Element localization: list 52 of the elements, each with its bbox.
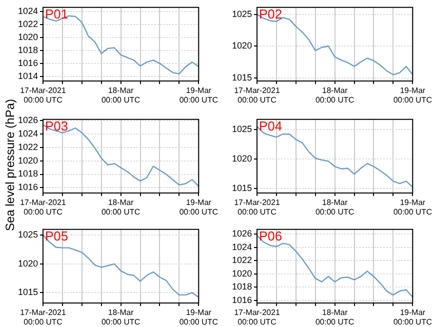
y-tick-label: 1015 [232, 72, 252, 82]
y-tick-label: 1022 [18, 142, 38, 152]
y-tick-label: 1020 [18, 155, 38, 166]
x-tick-label: 19-Mar 00:00 UTC [393, 86, 432, 105]
x-tick-label: 17-Mar-2021 00:00 UTC [20, 198, 66, 217]
annotation: P06 [259, 228, 282, 244]
y-tick-label: 1025 [18, 230, 38, 240]
x-tick-label: 19-Mar 00:00 UTC [179, 198, 218, 217]
y-tick-label: 1015 [232, 182, 252, 193]
x-tick-label: 18-Mar 00:00 UTC [315, 198, 354, 217]
y-tick-label: 1020 [18, 32, 38, 42]
annotation: P01 [45, 6, 68, 22]
y-tick-label: 1020 [232, 153, 252, 164]
x-tick-label: 17-Mar-2021 00:00 UTC [234, 198, 280, 217]
x-tick-label: 18-Mar 00:00 UTC [101, 308, 140, 327]
x-tick-label: 19-Mar 00:00 UTC [179, 308, 218, 327]
y-tick-label: 1014 [18, 70, 38, 81]
annotation: P04 [259, 118, 282, 134]
y-tick-label: 1024 [18, 6, 38, 16]
x-tick-label: 18-Mar 00:00 UTC [315, 86, 354, 105]
x-tick-label: 18-Mar 00:00 UTC [101, 198, 140, 217]
x-tick-label: 17-Mar-2021 00:00 UTC [20, 308, 66, 327]
x-tick-label: 17-Mar-2021 00:00 UTC [234, 86, 280, 105]
y-tick-label: 1024 [232, 242, 252, 252]
x-tick-label: 18-Mar 00:00 UTC [315, 308, 354, 327]
x-tick-label: 19-Mar 00:00 UTC [393, 308, 432, 327]
y-tick-label: 1024 [18, 128, 38, 139]
y-axis-title: Sea level pressure (hPa) [3, 98, 17, 232]
y-tick-label: 1015 [18, 287, 38, 298]
y-tick-label: 1018 [232, 282, 252, 292]
y-tick-label: 1016 [18, 182, 38, 192]
y-tick-label: 1026 [18, 115, 38, 126]
y-tick-label: 1025 [232, 8, 252, 19]
x-tick-label: 17-Mar-2021 00:00 UTC [20, 86, 66, 105]
y-tick-label: 1020 [18, 258, 38, 268]
x-tick-label: 19-Mar 00:00 UTC [179, 86, 218, 105]
annotation: P03 [45, 118, 68, 134]
y-tick-label: 1020 [232, 40, 252, 51]
y-tick-label: 1020 [232, 268, 252, 278]
x-tick-label: 19-Mar 00:00 UTC [393, 198, 432, 217]
annotation: P05 [45, 228, 68, 244]
x-tick-label: 18-Mar 00:00 UTC [101, 86, 140, 105]
y-tick-label: 1018 [18, 168, 38, 179]
y-tick-label: 1016 [18, 58, 38, 68]
annotation: P02 [259, 6, 282, 22]
y-tick-label: 1022 [18, 18, 38, 29]
y-tick-label: 1022 [232, 255, 252, 266]
x-tick-label: 17-Mar-2021 00:00 UTC [234, 308, 280, 327]
y-tick-label: 1026 [232, 228, 252, 239]
y-tick-label: 1018 [18, 44, 38, 55]
y-tick-label: 1025 [232, 124, 252, 134]
y-tick-label: 1016 [232, 294, 252, 305]
